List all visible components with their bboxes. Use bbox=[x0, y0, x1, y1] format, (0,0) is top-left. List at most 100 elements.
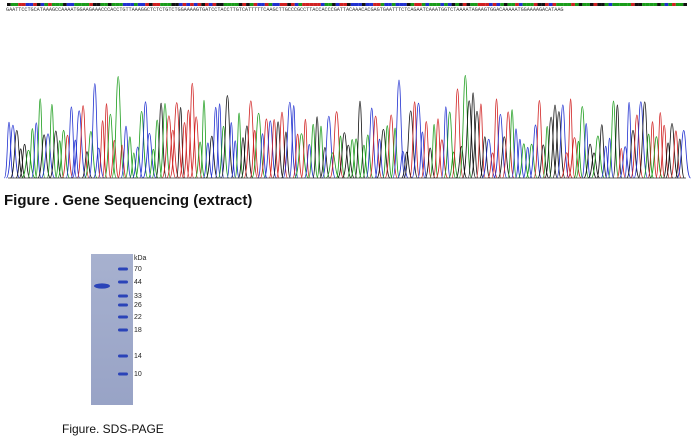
base-color bbox=[429, 3, 433, 6]
base-color bbox=[197, 3, 202, 6]
base-color bbox=[59, 3, 64, 6]
base-color bbox=[432, 3, 437, 6]
peak bbox=[210, 106, 222, 179]
base-color bbox=[604, 3, 609, 6]
base-color bbox=[145, 3, 149, 6]
peak bbox=[346, 139, 358, 179]
peak bbox=[566, 98, 576, 179]
peak bbox=[544, 116, 558, 179]
peak bbox=[655, 112, 666, 179]
base-color bbox=[447, 3, 452, 6]
base-color bbox=[186, 3, 191, 6]
peak bbox=[102, 103, 111, 179]
peak bbox=[151, 119, 163, 179]
peak bbox=[417, 131, 428, 179]
peak bbox=[81, 151, 93, 179]
peak bbox=[618, 146, 632, 179]
base-color bbox=[358, 3, 362, 6]
peak bbox=[529, 124, 542, 179]
peak bbox=[282, 101, 297, 179]
peak bbox=[300, 118, 310, 179]
peak bbox=[493, 113, 508, 179]
base-color bbox=[440, 3, 445, 6]
peak bbox=[132, 146, 144, 179]
base-color bbox=[175, 3, 179, 6]
base-color bbox=[119, 3, 123, 6]
peak bbox=[605, 137, 615, 179]
marker-band bbox=[118, 372, 128, 376]
base-color bbox=[100, 3, 105, 6]
trace-peaks bbox=[3, 75, 691, 179]
peak bbox=[308, 123, 319, 179]
base-color bbox=[683, 3, 687, 6]
base-color bbox=[231, 3, 235, 6]
base-color bbox=[63, 3, 67, 6]
peak bbox=[61, 134, 74, 179]
peak bbox=[240, 125, 254, 179]
base-color bbox=[657, 3, 661, 6]
peak bbox=[420, 121, 432, 179]
peak bbox=[268, 119, 280, 179]
base-color bbox=[507, 3, 512, 6]
chromatogram bbox=[3, 3, 691, 179]
base-color bbox=[462, 3, 467, 6]
peak bbox=[117, 144, 127, 179]
peak bbox=[109, 139, 120, 179]
base-color bbox=[328, 3, 333, 6]
base-color bbox=[257, 3, 262, 6]
peak bbox=[590, 135, 605, 179]
base-color bbox=[388, 3, 392, 6]
base-color bbox=[634, 3, 639, 6]
base-color bbox=[664, 3, 669, 6]
peak bbox=[40, 133, 56, 179]
base-color bbox=[612, 3, 617, 6]
base-color bbox=[156, 3, 161, 6]
peak bbox=[487, 152, 498, 179]
base-color bbox=[14, 3, 19, 6]
base-color bbox=[582, 3, 587, 6]
base-color bbox=[279, 3, 284, 6]
peak bbox=[616, 148, 626, 179]
base-color bbox=[234, 3, 239, 6]
peak bbox=[517, 143, 530, 179]
base-color bbox=[559, 3, 564, 6]
base-color bbox=[350, 3, 355, 6]
peak bbox=[362, 134, 374, 179]
marker-band bbox=[118, 315, 128, 319]
base-color bbox=[485, 3, 489, 6]
base-color bbox=[167, 3, 172, 6]
peak bbox=[542, 126, 552, 179]
base-color bbox=[298, 3, 303, 6]
peak bbox=[319, 147, 331, 179]
base-color bbox=[474, 3, 478, 6]
base-color bbox=[305, 3, 310, 6]
marker-band bbox=[118, 303, 128, 307]
base-color bbox=[481, 3, 486, 6]
peak bbox=[392, 79, 406, 179]
peak bbox=[88, 83, 101, 179]
peak bbox=[147, 148, 159, 179]
peak bbox=[649, 136, 663, 179]
peak bbox=[600, 145, 611, 179]
peak bbox=[533, 100, 546, 179]
base-color bbox=[332, 3, 336, 6]
base-color bbox=[518, 3, 523, 6]
peak bbox=[676, 130, 691, 179]
peak bbox=[55, 140, 65, 179]
base-color bbox=[627, 3, 631, 6]
base-color bbox=[403, 3, 407, 6]
base-color bbox=[571, 3, 575, 6]
base-color bbox=[137, 3, 142, 6]
peak bbox=[35, 98, 46, 179]
base-color bbox=[201, 3, 206, 6]
base-color bbox=[653, 3, 658, 6]
base-color bbox=[115, 3, 120, 6]
peak bbox=[251, 112, 266, 179]
marker-label: 10 bbox=[134, 371, 142, 378]
base-color bbox=[70, 3, 75, 6]
base-color bbox=[122, 3, 127, 6]
peak bbox=[49, 130, 63, 179]
base-color bbox=[492, 3, 497, 6]
base-color bbox=[380, 3, 385, 6]
base-color bbox=[171, 3, 176, 6]
